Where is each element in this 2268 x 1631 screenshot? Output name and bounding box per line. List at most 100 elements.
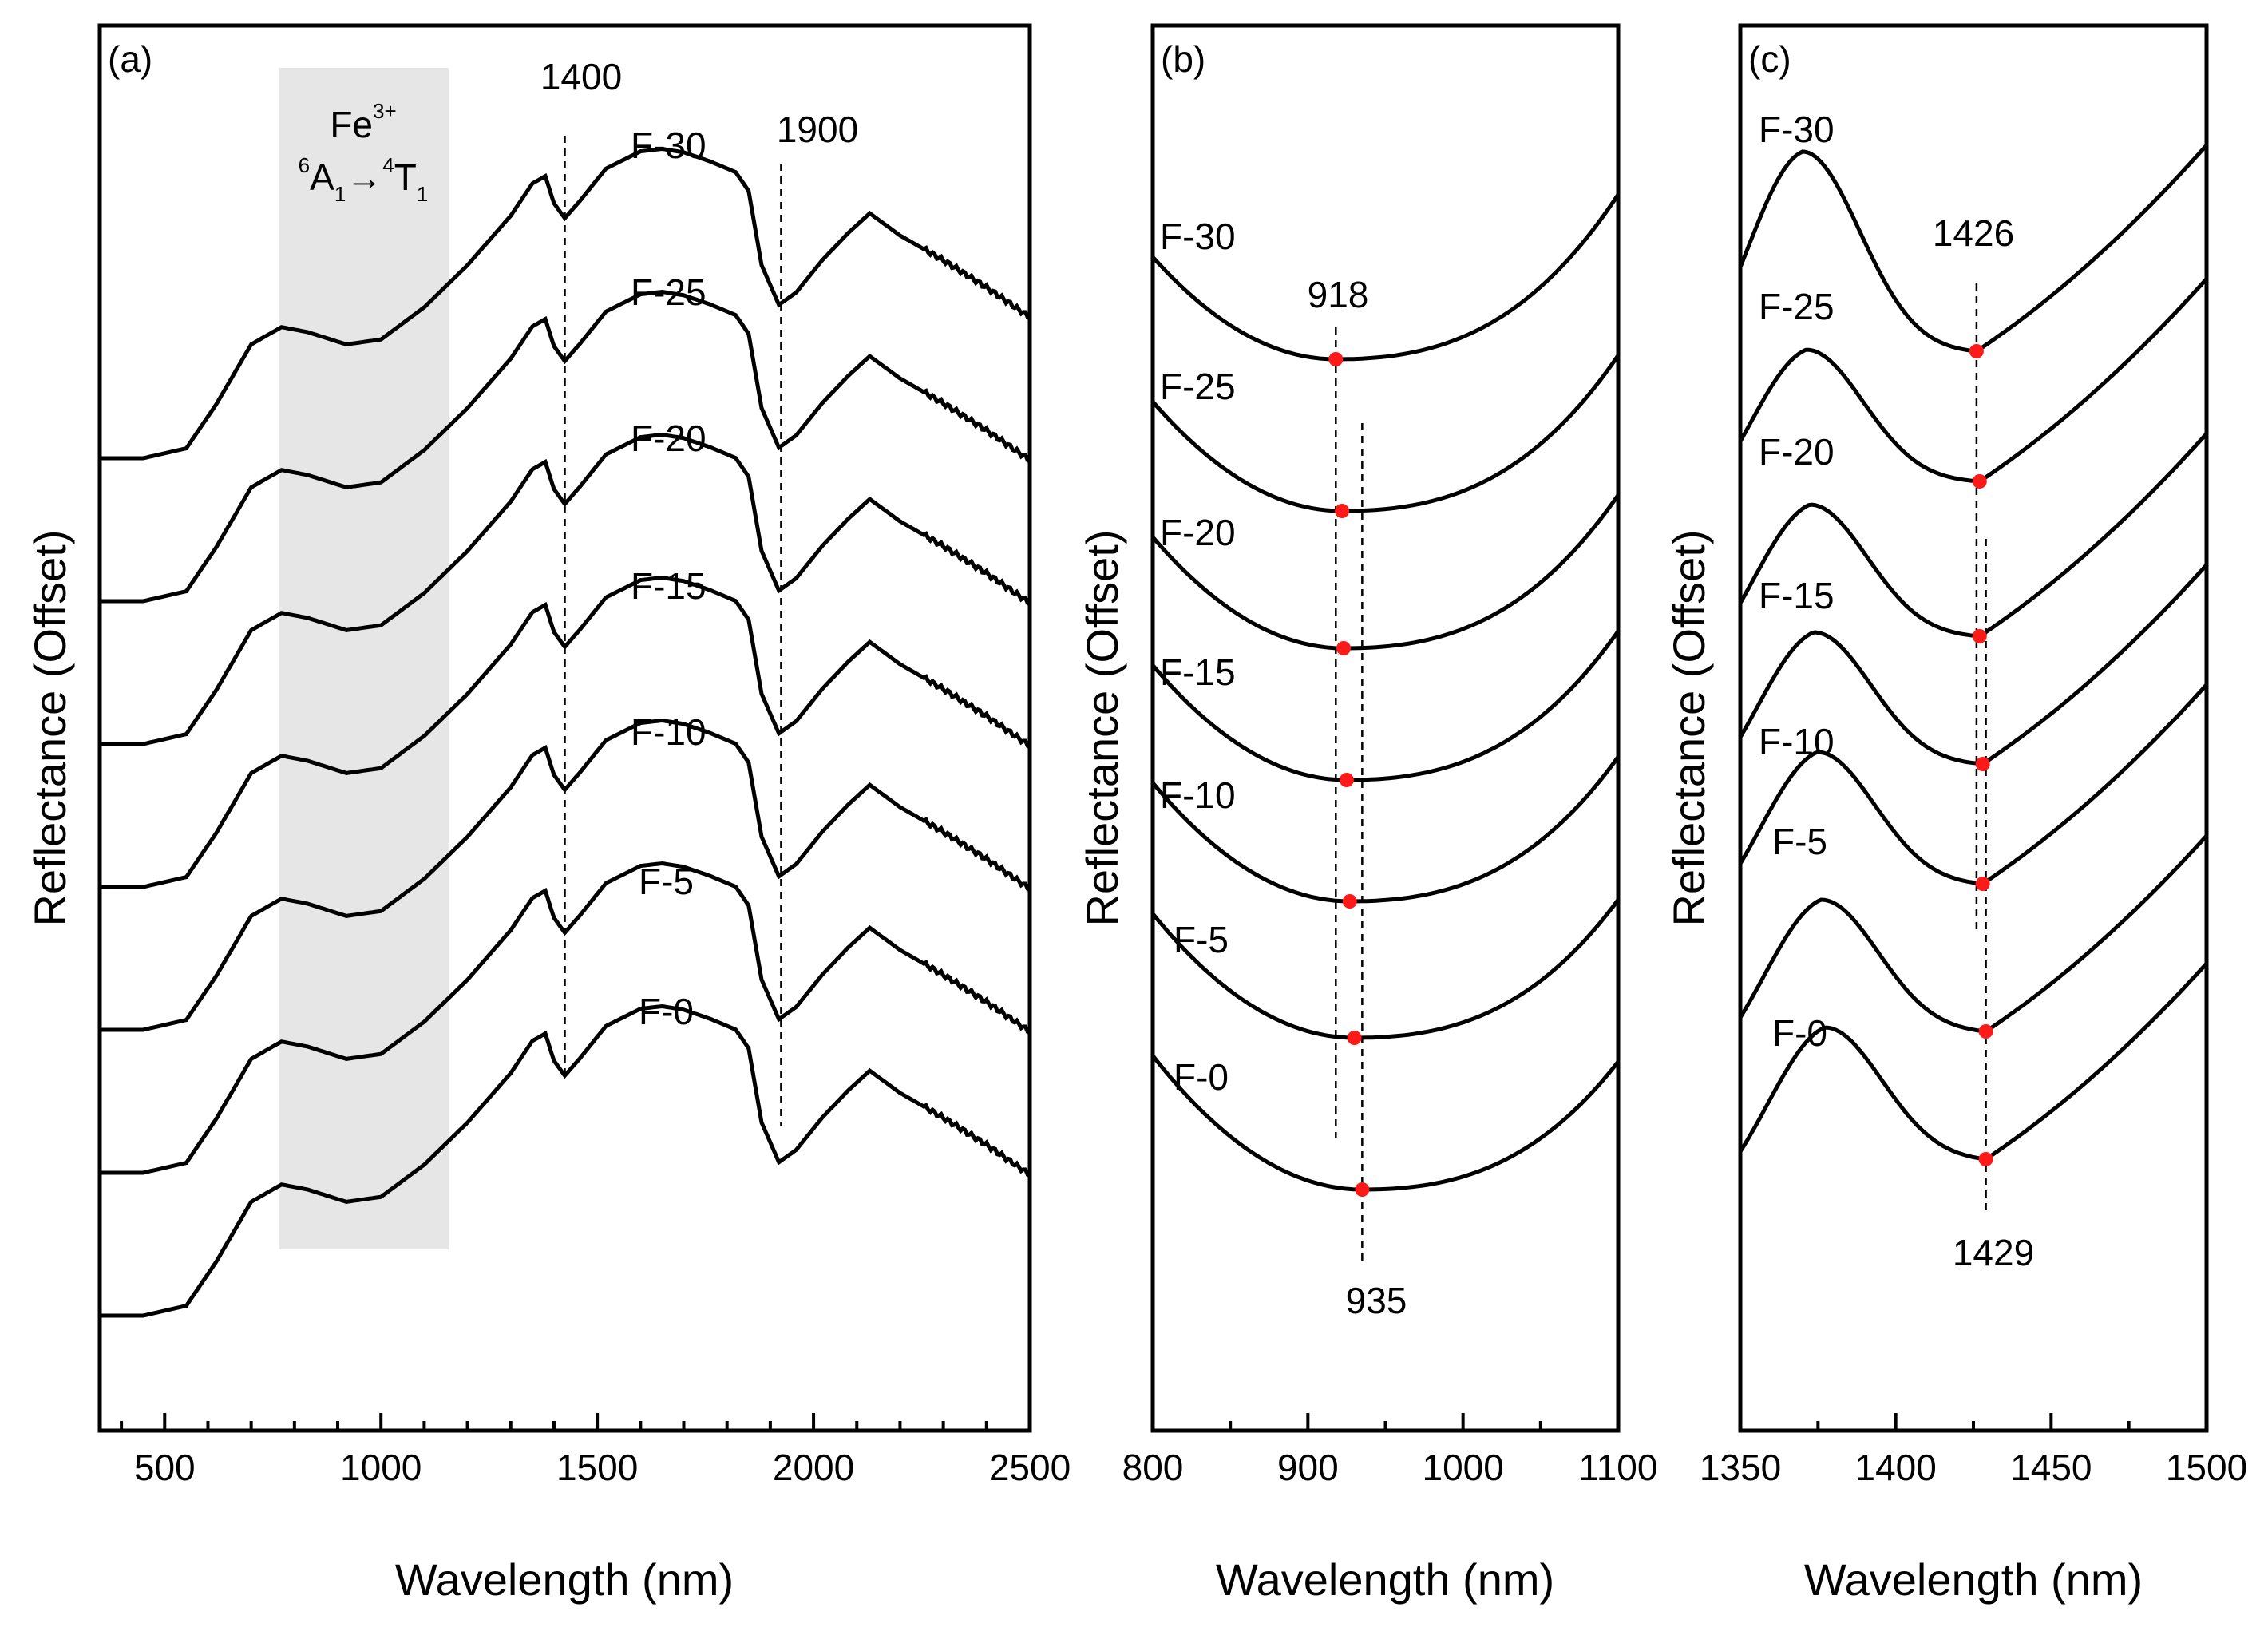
annotation-1400: 1400	[540, 56, 622, 97]
panel-c-tick-label: 1350	[1700, 1447, 1781, 1488]
panel-a-transition-annotation: 6A1→4T1	[299, 153, 429, 206]
minimum-point-F-5	[1347, 1031, 1362, 1045]
panel-b-x-axis-title: Wavelength (nm)	[1216, 1554, 1554, 1605]
panel-b-reference-lines	[1335, 327, 1364, 1265]
panel-c-tick-label: 1450	[2010, 1447, 2092, 1488]
panel-b-frame	[1150, 23, 1621, 1433]
transition-from-sup: 6	[299, 153, 310, 177]
minimum-point-F-15	[1339, 773, 1354, 787]
minimum-point-F-10	[1975, 877, 1990, 891]
annotation-1900: 1900	[777, 109, 858, 150]
transition-from: A	[310, 156, 334, 198]
curve-F-5	[1151, 898, 1621, 1040]
curve-F-25	[100, 289, 1031, 604]
panel-c-minimum-points	[1969, 344, 1993, 1166]
minimum-point-F-5	[1978, 1024, 1993, 1039]
curve-F-5	[1738, 834, 2208, 1034]
panel-c-label: (c)	[1748, 38, 1791, 80]
curve-F-10	[1151, 755, 1621, 904]
series-label-F-30: F-30	[1759, 109, 1835, 150]
series-label-F-0: F-0	[1772, 1012, 1827, 1054]
series-label-F-5: F-5	[1174, 919, 1229, 960]
series-label-F-20: F-20	[631, 418, 707, 459]
panel-c-tick-label: 1500	[2166, 1447, 2247, 1488]
curve-F-0	[1738, 962, 2208, 1162]
curve-F-15	[1151, 630, 1621, 782]
minimum-point-F-15	[1975, 757, 1990, 771]
panel-b-tick-label: 800	[1122, 1447, 1184, 1488]
panel-b-y-axis-title: Reflectance (Offset)	[1077, 530, 1127, 927]
panel-a-x-ticks: 500 1000 1500 2000 2500	[120, 1413, 1071, 1488]
panel-a-x-axis-title: Wavelength (nm)	[395, 1554, 734, 1605]
panel-a-tick-label: 500	[134, 1447, 196, 1488]
minimum-point-F-20	[1336, 641, 1352, 655]
minimum-point-F-0	[1355, 1182, 1370, 1197]
panel-c-series-labels: F-30 F-25 F-20 F-15 F-10 F-5 F-0	[1759, 109, 1835, 1054]
curve-F-20	[1151, 493, 1621, 651]
annotation-935: 935	[1346, 1280, 1407, 1321]
panel-a-curves	[100, 146, 1031, 1318]
fe-charge: 3+	[373, 99, 397, 123]
panel-b-curves	[1151, 193, 1621, 1192]
panel-a-tick-label: 1500	[556, 1447, 638, 1488]
series-label-F-25: F-25	[1160, 366, 1236, 407]
series-label-F-25: F-25	[1759, 286, 1835, 327]
panel-a-tick-label: 2500	[989, 1447, 1071, 1488]
series-label-F-30: F-30	[1160, 216, 1236, 257]
transition-from-sub: 1	[334, 182, 346, 206]
minimum-point-F-25	[1335, 504, 1350, 518]
curve-F-30	[1151, 193, 1621, 362]
series-label-F-0: F-0	[1174, 1056, 1229, 1098]
panel-a-annotations: 1400 1900	[540, 56, 858, 150]
panel-b: 800 900 1000 1100 F-30F-25F-20F-15F-10F-5F-…	[1077, 23, 1658, 1605]
minimum-point-F-30	[1328, 352, 1344, 366]
series-label-F-15: F-15	[1759, 575, 1835, 616]
annotation-1429: 1429	[1953, 1232, 2034, 1273]
curve-F-10	[100, 718, 1031, 1032]
minimum-point-F-30	[1969, 344, 1984, 358]
series-label-F-0: F-0	[639, 991, 694, 1032]
panel-b-tick-label: 1100	[1579, 1447, 1658, 1488]
panel-b-label: (b)	[1161, 38, 1205, 80]
panel-c-tick-label: 1400	[1854, 1447, 1936, 1488]
panel-b-x-ticks: 800 900 1000 1100	[1122, 1413, 1658, 1488]
curve-F-5	[100, 861, 1031, 1175]
panel-c: 1350 1400 1450 1500 F-30 F-25 F-20 F-15 F-10 F-5…	[1664, 23, 2247, 1605]
panel-a-fe-annotation: Fe3+	[330, 99, 396, 145]
series-label-F-20: F-20	[1759, 431, 1835, 473]
minimum-point-F-25	[1972, 474, 1987, 489]
panel-c-y-axis-title: Reflectance (Offset)	[1664, 530, 1714, 927]
curve-F-15	[100, 575, 1031, 889]
minimum-point-F-10	[1342, 894, 1357, 909]
panel-a: 500 1000 1500 2000 2500 F-30 F-25 F-20 F-15 F-10…	[25, 23, 1071, 1605]
series-label-F-15: F-15	[1160, 651, 1236, 693]
series-label-F-25: F-25	[631, 271, 707, 313]
series-label-F-10: F-10	[1160, 774, 1236, 816]
panel-a-frame	[97, 23, 1032, 1433]
panel-c-x-ticks: 1350 1400 1450 1500	[1700, 1413, 2247, 1488]
curve-F-10	[1738, 683, 2208, 886]
series-label-F-10: F-10	[1759, 721, 1835, 762]
series-label-F-15: F-15	[631, 565, 707, 607]
transition-to-sub: 1	[417, 182, 428, 206]
series-label-F-10: F-10	[631, 711, 707, 753]
curve-F-25	[1151, 354, 1621, 513]
curve-F-0	[100, 1004, 1031, 1318]
panel-c-reference-lines	[1975, 283, 1987, 1213]
minimum-point-F-20	[1972, 629, 1987, 643]
panel-a-series-labels: F-30 F-25 F-20 F-15 F-10 F-5 F-0	[631, 125, 707, 1032]
panel-a-shaded-region	[279, 68, 449, 1249]
annotation-1426: 1426	[1933, 212, 2014, 254]
transition-arrow: →	[346, 156, 382, 198]
panel-b-tick-label: 900	[1277, 1447, 1339, 1488]
panel-a-reference-lines	[564, 136, 782, 1126]
curve-F-30	[100, 146, 1031, 461]
panel-c-annotations: 1426 1429	[1933, 212, 2034, 1273]
annotation-918: 918	[1308, 274, 1369, 315]
panel-c-frame	[1738, 23, 2209, 1433]
minimum-point-F-0	[1978, 1152, 1993, 1166]
transition-to: T	[394, 156, 417, 198]
panel-a-tick-label: 1000	[340, 1447, 422, 1488]
panel-b-annotations: 918 935	[1308, 274, 1407, 1321]
